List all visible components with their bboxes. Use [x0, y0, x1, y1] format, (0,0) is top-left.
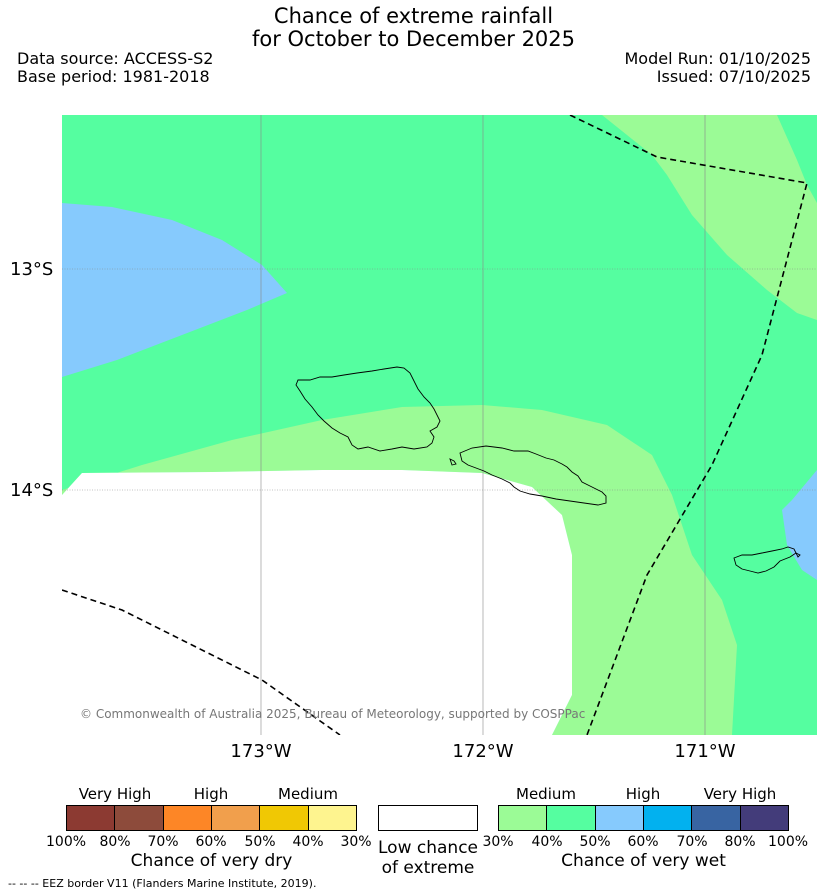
map-gridlines — [62, 115, 817, 735]
wet-swatch-70-80 — [692, 806, 741, 830]
dry-group-medium: Medium — [278, 785, 338, 803]
wet-tick: 70% — [676, 834, 708, 850]
wet-group-high: High — [625, 785, 661, 803]
wet-swatch-30-40 — [499, 806, 548, 830]
dry-tick: 100% — [46, 834, 87, 850]
eez-note: -- -- -- EEZ border V11 (Flanders Marine… — [8, 877, 317, 890]
wet-group-very-high: Very High — [703, 785, 777, 803]
lon-label-173w: 173°W — [230, 741, 292, 762]
dry-tick: 70% — [147, 834, 179, 850]
aunuu-island — [794, 551, 801, 558]
wet-colorbar — [498, 805, 789, 831]
wet-tick: 50% — [579, 834, 611, 850]
wet-swatch-80-100 — [740, 806, 788, 830]
wet-tick: 40% — [531, 834, 563, 850]
dry-swatch-80-70 — [115, 806, 164, 830]
dry-colorbar — [66, 805, 357, 831]
wet-group-medium: Medium — [516, 785, 576, 803]
map-zone-high-wet-west — [62, 203, 287, 377]
dry-swatch-60-50 — [211, 806, 261, 830]
savaii-island — [295, 366, 441, 452]
wet-tick: 30% — [482, 834, 514, 850]
lat-label-14s: 14°S — [10, 480, 54, 501]
map-zone-high-wet-east — [782, 470, 817, 580]
copyright-notice: © Commonwealth of Australia 2025, Bureau… — [80, 707, 586, 721]
wet-tick: 80% — [724, 834, 756, 850]
wet-tick: 60% — [627, 834, 659, 850]
map-zone-medium-wet-30-central — [62, 405, 737, 735]
tutuila-island — [733, 546, 797, 574]
dry-tick: 50% — [244, 834, 276, 850]
wet-swatch-40-50 — [547, 806, 596, 830]
dry-swatch-40-30 — [308, 806, 356, 830]
upolu-island — [459, 445, 607, 506]
dry-group-high: High — [193, 785, 229, 803]
wet-swatch-60-70 — [643, 806, 693, 830]
base-period-label: Base period: 1981-2018 — [17, 67, 210, 86]
dry-caption: Chance of very dry — [130, 851, 293, 871]
dry-tick: 30% — [340, 834, 372, 850]
model-run-label: Model Run: 01/10/2025 — [624, 49, 812, 68]
dry-swatch-70-60 — [163, 806, 212, 830]
eez-border — [62, 115, 808, 735]
dry-tick: 60% — [195, 834, 227, 850]
dry-swatch-50-40 — [260, 806, 309, 830]
dry-tick: 80% — [99, 834, 131, 850]
issued-label: Issued: 07/10/2025 — [656, 67, 811, 86]
lat-label-13s: 13°S — [10, 259, 54, 280]
low-caption-line1: Low chance — [378, 838, 478, 858]
dry-tick: 40% — [292, 834, 324, 850]
data-source-label: Data source: ACCESS-S2 — [17, 49, 214, 68]
wet-caption: Chance of very wet — [561, 851, 726, 871]
low-caption-line2: of extreme — [381, 858, 475, 878]
map-zone-medium-wet-30-ne — [602, 115, 817, 320]
map-zone-low-chance — [62, 470, 572, 735]
wet-tick: 100% — [768, 834, 809, 850]
map-title-line2: for October to December 2025 — [251, 27, 576, 51]
lon-label-171w: 171°W — [674, 741, 736, 762]
rainfall-map — [62, 115, 817, 735]
map-title-line1: Chance of extreme rainfall — [273, 4, 554, 28]
samoa-islands — [295, 366, 801, 574]
dry-group-very-high: Very High — [78, 785, 152, 803]
dry-swatch-100-80 — [67, 806, 116, 830]
low-chance-swatch — [378, 805, 478, 831]
lon-label-172w: 172°W — [452, 741, 514, 762]
wet-swatch-50-60 — [595, 806, 644, 830]
manono-island — [449, 458, 457, 466]
